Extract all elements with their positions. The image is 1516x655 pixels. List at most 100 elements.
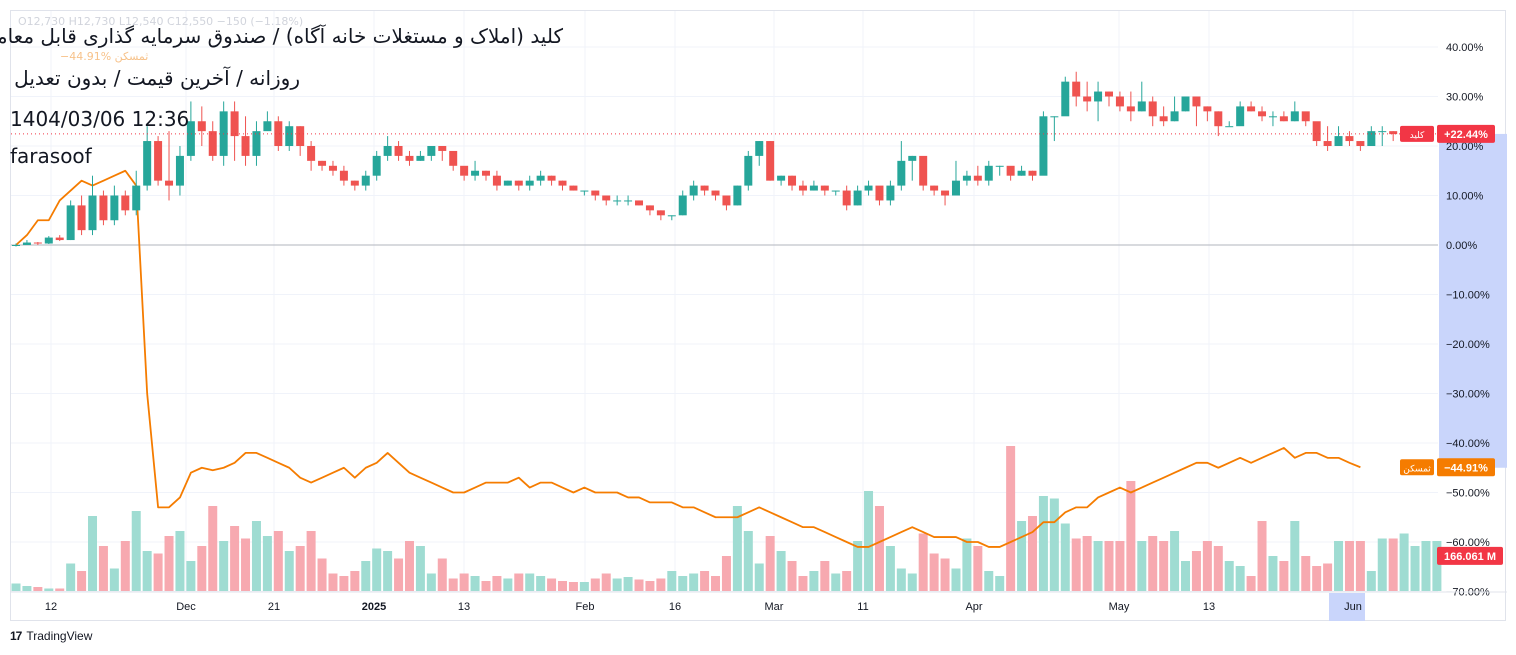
candle-body [875,185,884,201]
x-tick-label: Dec [176,601,196,613]
candle-body [1312,121,1321,142]
volume-bar [798,576,808,591]
volume-bar [33,587,43,591]
candle-body [503,180,512,186]
candle-body [471,170,480,176]
volume-bar [1148,536,1158,591]
compare-legend: −44.91% ثمسکن [60,50,149,63]
x-tick-label: Mar [765,601,784,613]
volume-bar [864,491,874,591]
volume-bar [1126,481,1136,591]
candle-body [1367,131,1376,146]
volume-bar [1202,541,1212,591]
candle-body [12,245,20,246]
volume-bar [372,548,382,591]
candle-body [514,180,523,186]
volume-bar [831,573,841,591]
chart-title: کلید (املاک و مستغلات خانه آگاه) / صندوق… [0,24,563,48]
volume-bar [273,531,283,591]
volume-bar [1213,546,1223,591]
candle-body [962,175,971,181]
candle-body [1083,96,1092,102]
volume-bar [1181,561,1191,591]
volume-bar [481,581,491,591]
volume-bar [459,573,469,591]
candle-body [1148,101,1157,117]
x-axis: 12 Dec 21 2025 13 Feb 16 Mar 11 Apr May 13 Jun [45,601,1362,613]
candle-body [263,121,272,132]
y-tick-label: −30.00% [1446,389,1490,401]
candle-body [186,121,195,156]
candle-body [1039,116,1048,176]
candle-body [165,180,174,186]
volume-bar [88,516,98,591]
volume-bar [1191,551,1201,591]
candle-body [930,185,939,191]
candle-body [460,165,469,176]
candle-body [1345,136,1354,142]
volume-bar [11,583,21,591]
candle-body [110,195,119,221]
candle-body [558,180,567,186]
volume-bar [918,533,928,591]
volume-bar [219,541,229,591]
candle-body [394,146,403,156]
candle-body [1279,116,1288,122]
volume-bar [208,506,218,591]
candle-body [1301,111,1310,122]
volume-bar [1246,576,1256,591]
candle-body [285,126,294,146]
candle-body [678,195,687,216]
volume-bar [612,578,622,591]
volume-bar [142,551,152,591]
compare-value-badge-tag [1400,459,1434,476]
candle-body [1214,111,1223,127]
volume-bar [842,571,852,591]
volume-bar [1268,556,1278,591]
volume-bar [1421,541,1431,591]
candle-body [307,146,316,161]
volume-bar [558,581,567,591]
tradingview-brand[interactable]: 17 TradingView [10,629,92,643]
price-range-highlight [1439,133,1507,468]
candle-body [602,195,611,201]
chart-frame[interactable]: 40.00% 30.00% 20.00% 10.00% 0.00% −10.00% −20.… [10,10,1507,622]
volume-bar [328,573,338,591]
candle-body [1323,141,1332,146]
candle-body [121,195,130,211]
candle-body [1061,81,1070,117]
compare-value-badge-tag-text: ثمسکن [1403,464,1431,474]
candle-body [449,150,458,166]
candle-body [1192,96,1201,107]
volume-bar [470,576,480,591]
volume-bar [547,578,557,591]
candle-body [635,200,644,206]
volume-bar [721,556,731,591]
candle-body [864,185,873,191]
volume-bar [1334,541,1344,591]
candle-body [361,175,370,186]
candle-body [143,141,152,186]
candle-body [350,180,359,186]
candle-body [1356,141,1365,146]
volume-bar [885,546,895,591]
candle-body [1006,165,1015,176]
candle-body [722,195,731,206]
candle-body [405,155,414,161]
current-price-badge-tag-text: کلید [1410,131,1425,141]
volume-bar [1017,521,1027,591]
candle-body [492,175,501,186]
volume-bar [1027,516,1037,591]
candle-body [66,205,75,241]
volume-bar [514,573,524,591]
candle-body [1137,101,1146,112]
candle-body [1290,111,1299,122]
volume-bar [295,546,305,591]
volume-bar [1224,561,1234,591]
volume-bar [1159,541,1169,591]
volume-bar [765,536,775,591]
volume-bar [383,551,393,591]
candle-body [700,185,709,191]
volume-bar [251,521,261,591]
price-chart[interactable]: 40.00% 30.00% 20.00% 10.00% 0.00% −10.00% −20.… [11,11,1507,622]
